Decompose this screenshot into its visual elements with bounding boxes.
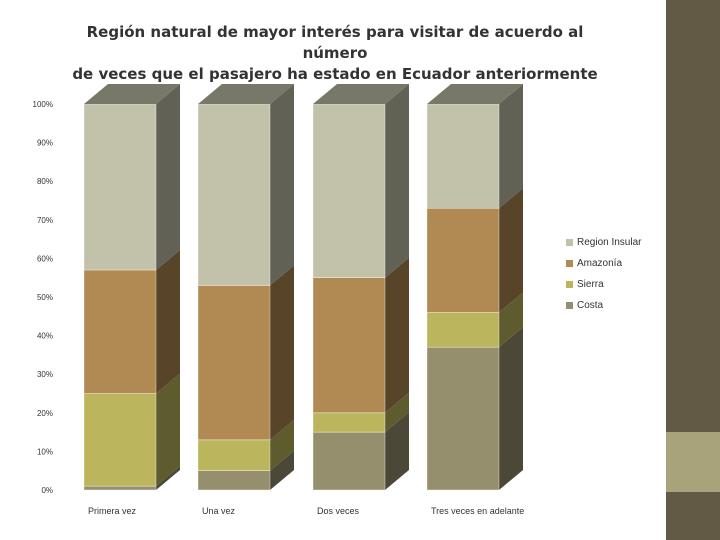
bar-segment-side-region-insular: [499, 84, 523, 209]
bar-segment-costa: [83, 485, 157, 491]
bar-segment-amazon-a: [312, 277, 386, 414]
y-tick-label: 80%: [37, 177, 53, 186]
bar-segment-side-costa: [270, 450, 294, 490]
bar-segment-region-insular: [312, 103, 386, 278]
bar-stack: [426, 84, 523, 491]
chart-title-line-2: de veces que el pasajero ha estado en Ec…: [72, 65, 598, 83]
legend: Region Insular Amazonía Sierra Costa: [566, 232, 641, 316]
bar-segment-region-insular: [197, 103, 271, 286]
y-tick-label: 0%: [41, 486, 53, 495]
x-category-label: Primera vez: [88, 506, 137, 516]
y-tick-label: 100%: [33, 100, 53, 109]
y-tick-label: 10%: [37, 447, 53, 456]
chart-title: Región natural de mayor interés para vis…: [70, 22, 600, 85]
legend-swatch: [566, 302, 573, 309]
y-tick-label: 30%: [37, 370, 53, 379]
bar-segment-side-amazon-a: [270, 265, 294, 440]
bar-segment-side-amazon-a: [156, 249, 180, 394]
bar-top-region-insular: [198, 84, 294, 104]
legend-item: Region Insular: [566, 232, 641, 253]
bar-stack: [83, 84, 180, 491]
y-tick-label: 40%: [37, 332, 53, 341]
bar-segment-side-costa: [156, 466, 180, 490]
bar-top-region-insular: [313, 84, 409, 104]
bar-segment-amazon-a: [426, 207, 500, 313]
legend-item: Sierra: [566, 274, 641, 295]
bar-segment-side-amazon-a: [385, 257, 409, 413]
bar-segment-sierra: [197, 439, 271, 472]
bar-segment-side-sierra: [156, 373, 180, 487]
y-tick-label: 70%: [37, 216, 53, 225]
bar-segment-side-region-insular: [270, 84, 294, 286]
bar-segment-side-costa: [499, 327, 523, 490]
bar-segment-costa: [197, 470, 271, 491]
legend-label: Sierra: [577, 279, 604, 290]
bar-segment-region-insular: [83, 103, 157, 271]
legend-label: Region Insular: [577, 237, 642, 248]
bar-stack: [197, 84, 294, 491]
bar-segment-amazon-a: [83, 269, 157, 394]
y-tick-label: 60%: [37, 254, 53, 263]
legend-item: Amazonía: [566, 253, 641, 274]
bar-stack: [312, 84, 409, 491]
bar-segment-side-costa: [385, 412, 409, 490]
bar-segment-region-insular: [426, 103, 500, 209]
bar-top-region-insular: [84, 84, 180, 104]
bar-segment-sierra: [426, 312, 500, 348]
side-accent-block: [666, 432, 720, 492]
y-axis-labels: 0% 10% 20% 30% 40% 50% 60% 70% 80% 90% 100%: [33, 100, 53, 495]
bar-segment-side-region-insular: [156, 84, 180, 270]
legend-label: Amazonía: [577, 258, 623, 269]
y-tick-label: 50%: [37, 293, 53, 302]
legend-swatch: [566, 281, 573, 288]
legend-label: Costa: [577, 300, 604, 311]
chart-title-line-1: Región natural de mayor interés para vis…: [86, 23, 584, 62]
bar-segment-costa: [426, 346, 500, 491]
x-axis-labels: Primera vez Una vez Dos veces Tres veces en…: [88, 506, 524, 516]
bar-segment-amazon-a: [197, 285, 271, 441]
bar-top-region-insular: [427, 84, 523, 104]
x-category-label: Tres veces en adelante: [431, 506, 524, 516]
bar-segment-costa: [312, 431, 386, 491]
bars: [83, 84, 523, 491]
legend-swatch: [566, 239, 573, 246]
bar-segment-side-sierra: [499, 292, 523, 348]
y-tick-label: 90%: [37, 139, 53, 148]
legend-item: Costa: [566, 295, 641, 316]
x-category-label: Una vez: [202, 506, 236, 516]
x-category-label: Dos veces: [317, 506, 360, 516]
bar-segment-side-region-insular: [385, 84, 409, 278]
bar-segment-side-sierra: [270, 419, 294, 471]
bar-segment-sierra: [83, 393, 157, 487]
bar-segment-side-sierra: [385, 392, 409, 433]
bar-segment-sierra: [312, 412, 386, 433]
legend-swatch: [566, 260, 573, 267]
bar-segment-side-amazon-a: [499, 188, 523, 313]
y-tick-label: 20%: [37, 409, 53, 418]
